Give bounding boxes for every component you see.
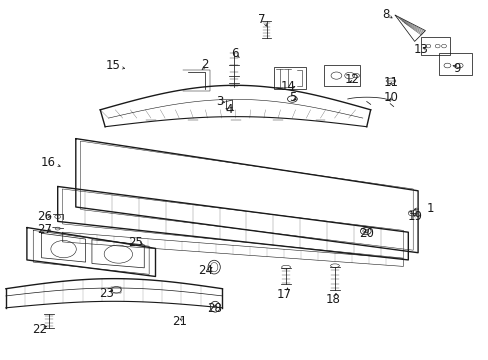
Text: 20: 20	[359, 227, 373, 240]
Text: 8: 8	[382, 8, 389, 21]
Text: 24: 24	[198, 264, 212, 277]
Text: 5: 5	[288, 91, 296, 104]
Text: 12: 12	[344, 73, 359, 86]
Text: 25: 25	[128, 237, 143, 249]
Text: 23: 23	[99, 287, 114, 300]
Text: 3: 3	[216, 95, 224, 108]
Text: 2: 2	[200, 58, 208, 71]
Bar	[438, 53, 471, 75]
Text: 16: 16	[41, 156, 55, 169]
Bar	[273, 67, 305, 89]
Text: 18: 18	[325, 293, 340, 306]
Bar	[323, 65, 360, 86]
Text: 15: 15	[106, 59, 121, 72]
Text: 26: 26	[38, 210, 52, 222]
Text: 28: 28	[206, 302, 221, 315]
Text: 7: 7	[257, 13, 265, 26]
Text: 13: 13	[413, 43, 428, 56]
Text: 22: 22	[33, 323, 47, 336]
Text: 11: 11	[383, 76, 398, 89]
Text: 1: 1	[426, 202, 433, 215]
Text: 21: 21	[172, 315, 187, 328]
Text: 6: 6	[230, 47, 238, 60]
Text: 14: 14	[281, 80, 295, 93]
Text: 4: 4	[224, 103, 232, 116]
Text: 27: 27	[38, 223, 52, 236]
Text: 9: 9	[452, 62, 460, 75]
Text: 10: 10	[383, 91, 398, 104]
Text: 19: 19	[407, 210, 421, 223]
Bar	[420, 37, 449, 55]
Text: 17: 17	[277, 288, 291, 301]
